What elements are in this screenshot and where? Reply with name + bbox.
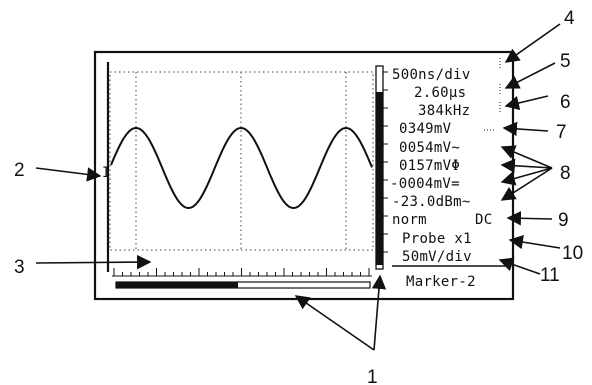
arrow-6 <box>504 95 549 111</box>
callout-5: 5 <box>560 51 571 72</box>
arrow-2 <box>35 167 102 182</box>
scale-fill <box>116 282 238 288</box>
time-marker-readout: 2.60µs <box>414 85 466 101</box>
coupling-readout: DC <box>475 212 492 228</box>
plot-border <box>109 71 374 251</box>
arrow-1a <box>294 295 375 351</box>
callout-labels: 1 2 3 4 5 6 7 8 9 10 11 <box>14 8 583 385</box>
arrow-7 <box>502 121 549 137</box>
arrow-8b <box>500 158 553 173</box>
arrow-8a <box>500 145 553 169</box>
callout-arrows <box>35 23 561 351</box>
vertical-scale-ticks <box>383 71 388 253</box>
callout-6: 6 <box>560 92 571 113</box>
arrow-3 <box>35 254 152 270</box>
callout-7: 7 <box>556 122 567 143</box>
arrow-4 <box>504 23 561 63</box>
callout-8: 8 <box>560 163 571 184</box>
plot-grid <box>109 71 374 251</box>
vertical-scale-readout: 50mV/div <box>402 249 472 265</box>
frequency-readout: 384kHz <box>418 103 470 119</box>
arrow-10 <box>508 234 561 250</box>
dbm-readout: -23.0dBm~ <box>392 194 471 210</box>
cursor-level-marker: I <box>102 165 111 181</box>
callout-4: 4 <box>564 8 575 29</box>
callout-11: 11 <box>540 265 560 286</box>
callout-9: 9 <box>558 210 569 231</box>
voltage-readout-1: 0349mV <box>399 121 452 137</box>
arrow-8d <box>500 167 553 201</box>
callout-10: 10 <box>562 243 583 264</box>
callout-2: 2 <box>14 160 25 181</box>
vertical-scale <box>375 65 388 270</box>
probe-readout: Probe x1 <box>402 231 472 247</box>
sine-waveform <box>110 126 373 209</box>
scale-ticks <box>113 268 370 276</box>
callout-3: 3 <box>14 257 25 278</box>
callout-1: 1 <box>367 367 378 385</box>
arrow-9 <box>506 211 553 226</box>
vertical-scale-fill <box>376 92 383 265</box>
marker-readout: Marker-2 <box>406 274 476 290</box>
readout-panel: 500ns/div 2.60µs 384kHz 0349mV 0054mV~ 0… <box>390 67 492 290</box>
arrow-5 <box>504 62 556 89</box>
voltage-readout-4: -0004mV= <box>390 176 460 192</box>
arrow-1b <box>371 274 387 351</box>
voltage-readout-2: 0054mV~ <box>399 140 460 156</box>
voltage-readout-3: 0157mVΦ <box>399 158 460 174</box>
arrow-8c <box>500 167 553 186</box>
trigger-mode-readout: norm <box>392 212 427 228</box>
horizontal-scale <box>112 268 372 289</box>
arrow-11 <box>498 257 541 275</box>
timebase-readout: 500ns/div <box>392 67 471 83</box>
readout-leaders <box>484 58 501 131</box>
